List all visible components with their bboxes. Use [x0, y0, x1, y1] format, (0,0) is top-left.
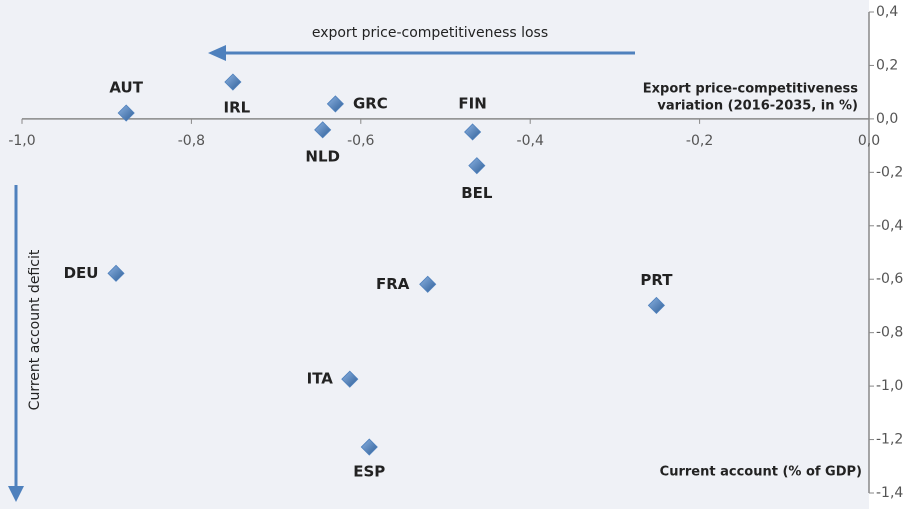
annotation: export price-competitiveness loss [312, 25, 548, 41]
point [647, 296, 665, 314]
x-tick-label: -0,2 [686, 133, 713, 149]
y-tick-label: -0,2 [876, 164, 903, 180]
point-label: AUT [109, 79, 143, 97]
point-label: ITA [307, 370, 334, 388]
point [224, 73, 242, 91]
y-tick-label: 0,2 [876, 57, 898, 73]
point-label: BEL [461, 184, 493, 202]
point [326, 95, 344, 113]
x-axis-label: variation (2016-2035, in %) [657, 99, 858, 114]
y-tick-label: 0,0 [876, 111, 898, 127]
y-tick-label: -1,4 [876, 485, 903, 501]
point-label: NLD [305, 147, 340, 165]
point [314, 121, 332, 139]
point [341, 370, 359, 388]
point [117, 104, 135, 122]
arrow-head [208, 45, 226, 61]
arrow-head [8, 486, 24, 502]
y-tick-label: -1,2 [876, 432, 903, 448]
point [464, 123, 482, 141]
x-tick-label: -0,4 [517, 133, 544, 149]
point [360, 438, 378, 456]
point-label: GRC [353, 94, 388, 112]
plot-background [0, 0, 869, 509]
y-tick-label: -0,6 [876, 271, 903, 287]
y-tick-label: -1,0 [876, 378, 903, 394]
point-label: PRT [640, 271, 673, 289]
y-tick-label: -0,4 [876, 218, 903, 234]
point-label: FRA [376, 275, 410, 293]
x-tick-label: -0,8 [178, 133, 205, 149]
x-tick-label: 0,0 [858, 133, 880, 149]
y-tick-label: 0,4 [876, 4, 898, 20]
point [468, 157, 486, 175]
point [419, 275, 437, 293]
y-tick-label: -0,8 [876, 325, 903, 341]
point-label: FIN [458, 94, 486, 112]
point-label: DEU [64, 264, 99, 282]
x-tick-label: -1,0 [8, 133, 35, 149]
x-axis-label: Export price-competitiveness [643, 82, 858, 97]
x-tick-label: -0,6 [347, 133, 374, 149]
point [107, 264, 125, 282]
point-label: ESP [353, 463, 385, 481]
y-axis-label: Current account (% of GDP) [660, 465, 862, 480]
annotation: Current account deficit [27, 249, 43, 410]
point-label: IRL [224, 99, 251, 117]
